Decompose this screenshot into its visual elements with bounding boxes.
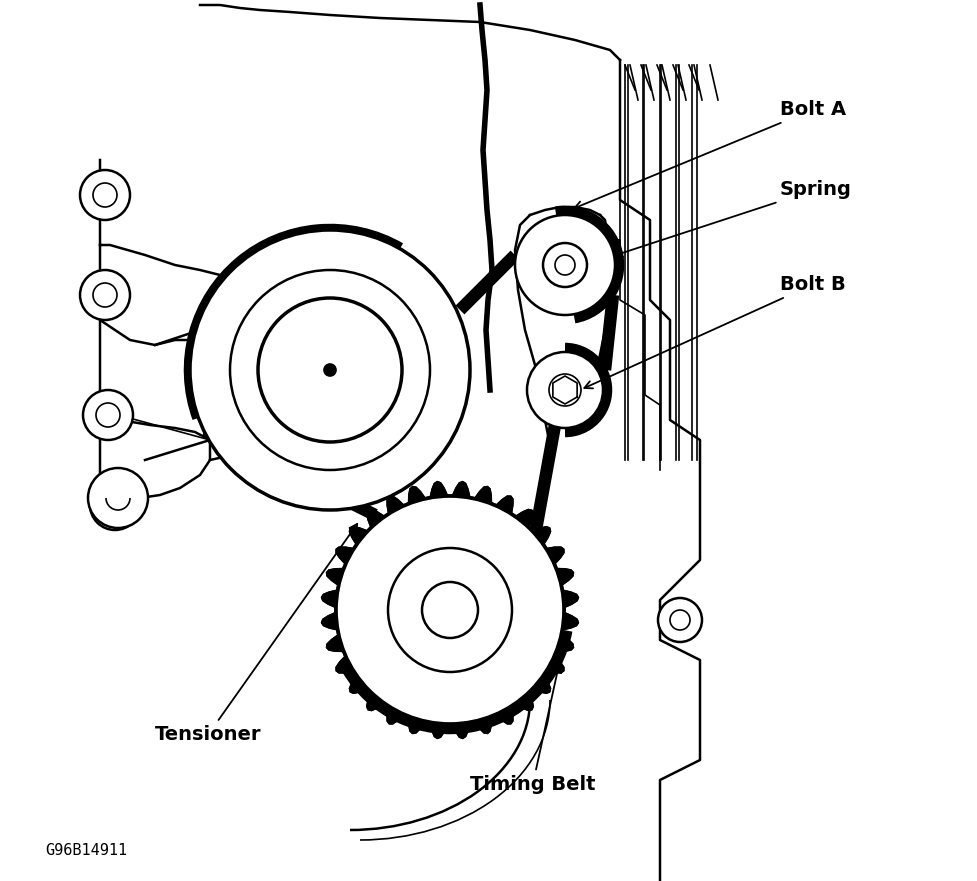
Circle shape bbox=[669, 610, 690, 630]
Circle shape bbox=[527, 352, 603, 428]
Circle shape bbox=[80, 270, 130, 320]
Polygon shape bbox=[552, 376, 576, 404]
Circle shape bbox=[96, 403, 120, 427]
Circle shape bbox=[323, 364, 336, 376]
Circle shape bbox=[80, 170, 130, 220]
Circle shape bbox=[88, 468, 148, 528]
Circle shape bbox=[388, 548, 512, 672]
Bar bbox=[440, 600, 459, 620]
Circle shape bbox=[103, 493, 127, 517]
Circle shape bbox=[542, 243, 586, 287]
Circle shape bbox=[190, 230, 470, 510]
Circle shape bbox=[90, 480, 140, 530]
Circle shape bbox=[83, 390, 133, 440]
Circle shape bbox=[258, 298, 402, 442]
Circle shape bbox=[421, 582, 478, 638]
Circle shape bbox=[554, 255, 574, 275]
Text: Bolt B: Bolt B bbox=[584, 275, 845, 389]
Circle shape bbox=[548, 374, 580, 406]
Text: Timing Belt: Timing Belt bbox=[470, 664, 595, 794]
Circle shape bbox=[515, 215, 615, 315]
Text: Tensioner: Tensioner bbox=[154, 524, 357, 744]
Text: G96B14911: G96B14911 bbox=[45, 843, 127, 858]
Text: Spring: Spring bbox=[614, 180, 851, 256]
Circle shape bbox=[93, 183, 117, 207]
Circle shape bbox=[337, 497, 563, 723]
Circle shape bbox=[658, 598, 701, 642]
Polygon shape bbox=[321, 482, 577, 738]
Circle shape bbox=[93, 283, 117, 307]
Circle shape bbox=[230, 270, 430, 470]
Text: Bolt A: Bolt A bbox=[573, 100, 845, 209]
